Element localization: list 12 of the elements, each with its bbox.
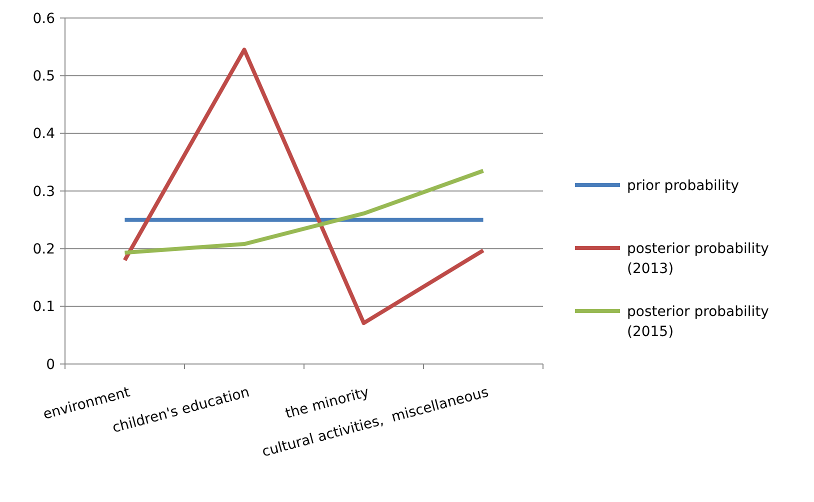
y-tick-label: 0 [46, 356, 55, 373]
legend-label: posterior probability (2013) [627, 240, 769, 278]
line-series [122, 168, 486, 255]
y-tick-label: 0.2 [32, 242, 55, 258]
legend-label: prior probability [627, 178, 739, 194]
y-tick-label: 0.5 [32, 68, 55, 85]
y-tick-label: 0.3 [32, 184, 55, 200]
line-series [122, 48, 486, 326]
y-tick-label: 0.4 [32, 126, 56, 142]
y-tick-label: 0.6 [32, 10, 56, 27]
y-tick-label: 0.1 [32, 299, 55, 316]
legend-label: posterior probability (2015) [627, 304, 769, 340]
